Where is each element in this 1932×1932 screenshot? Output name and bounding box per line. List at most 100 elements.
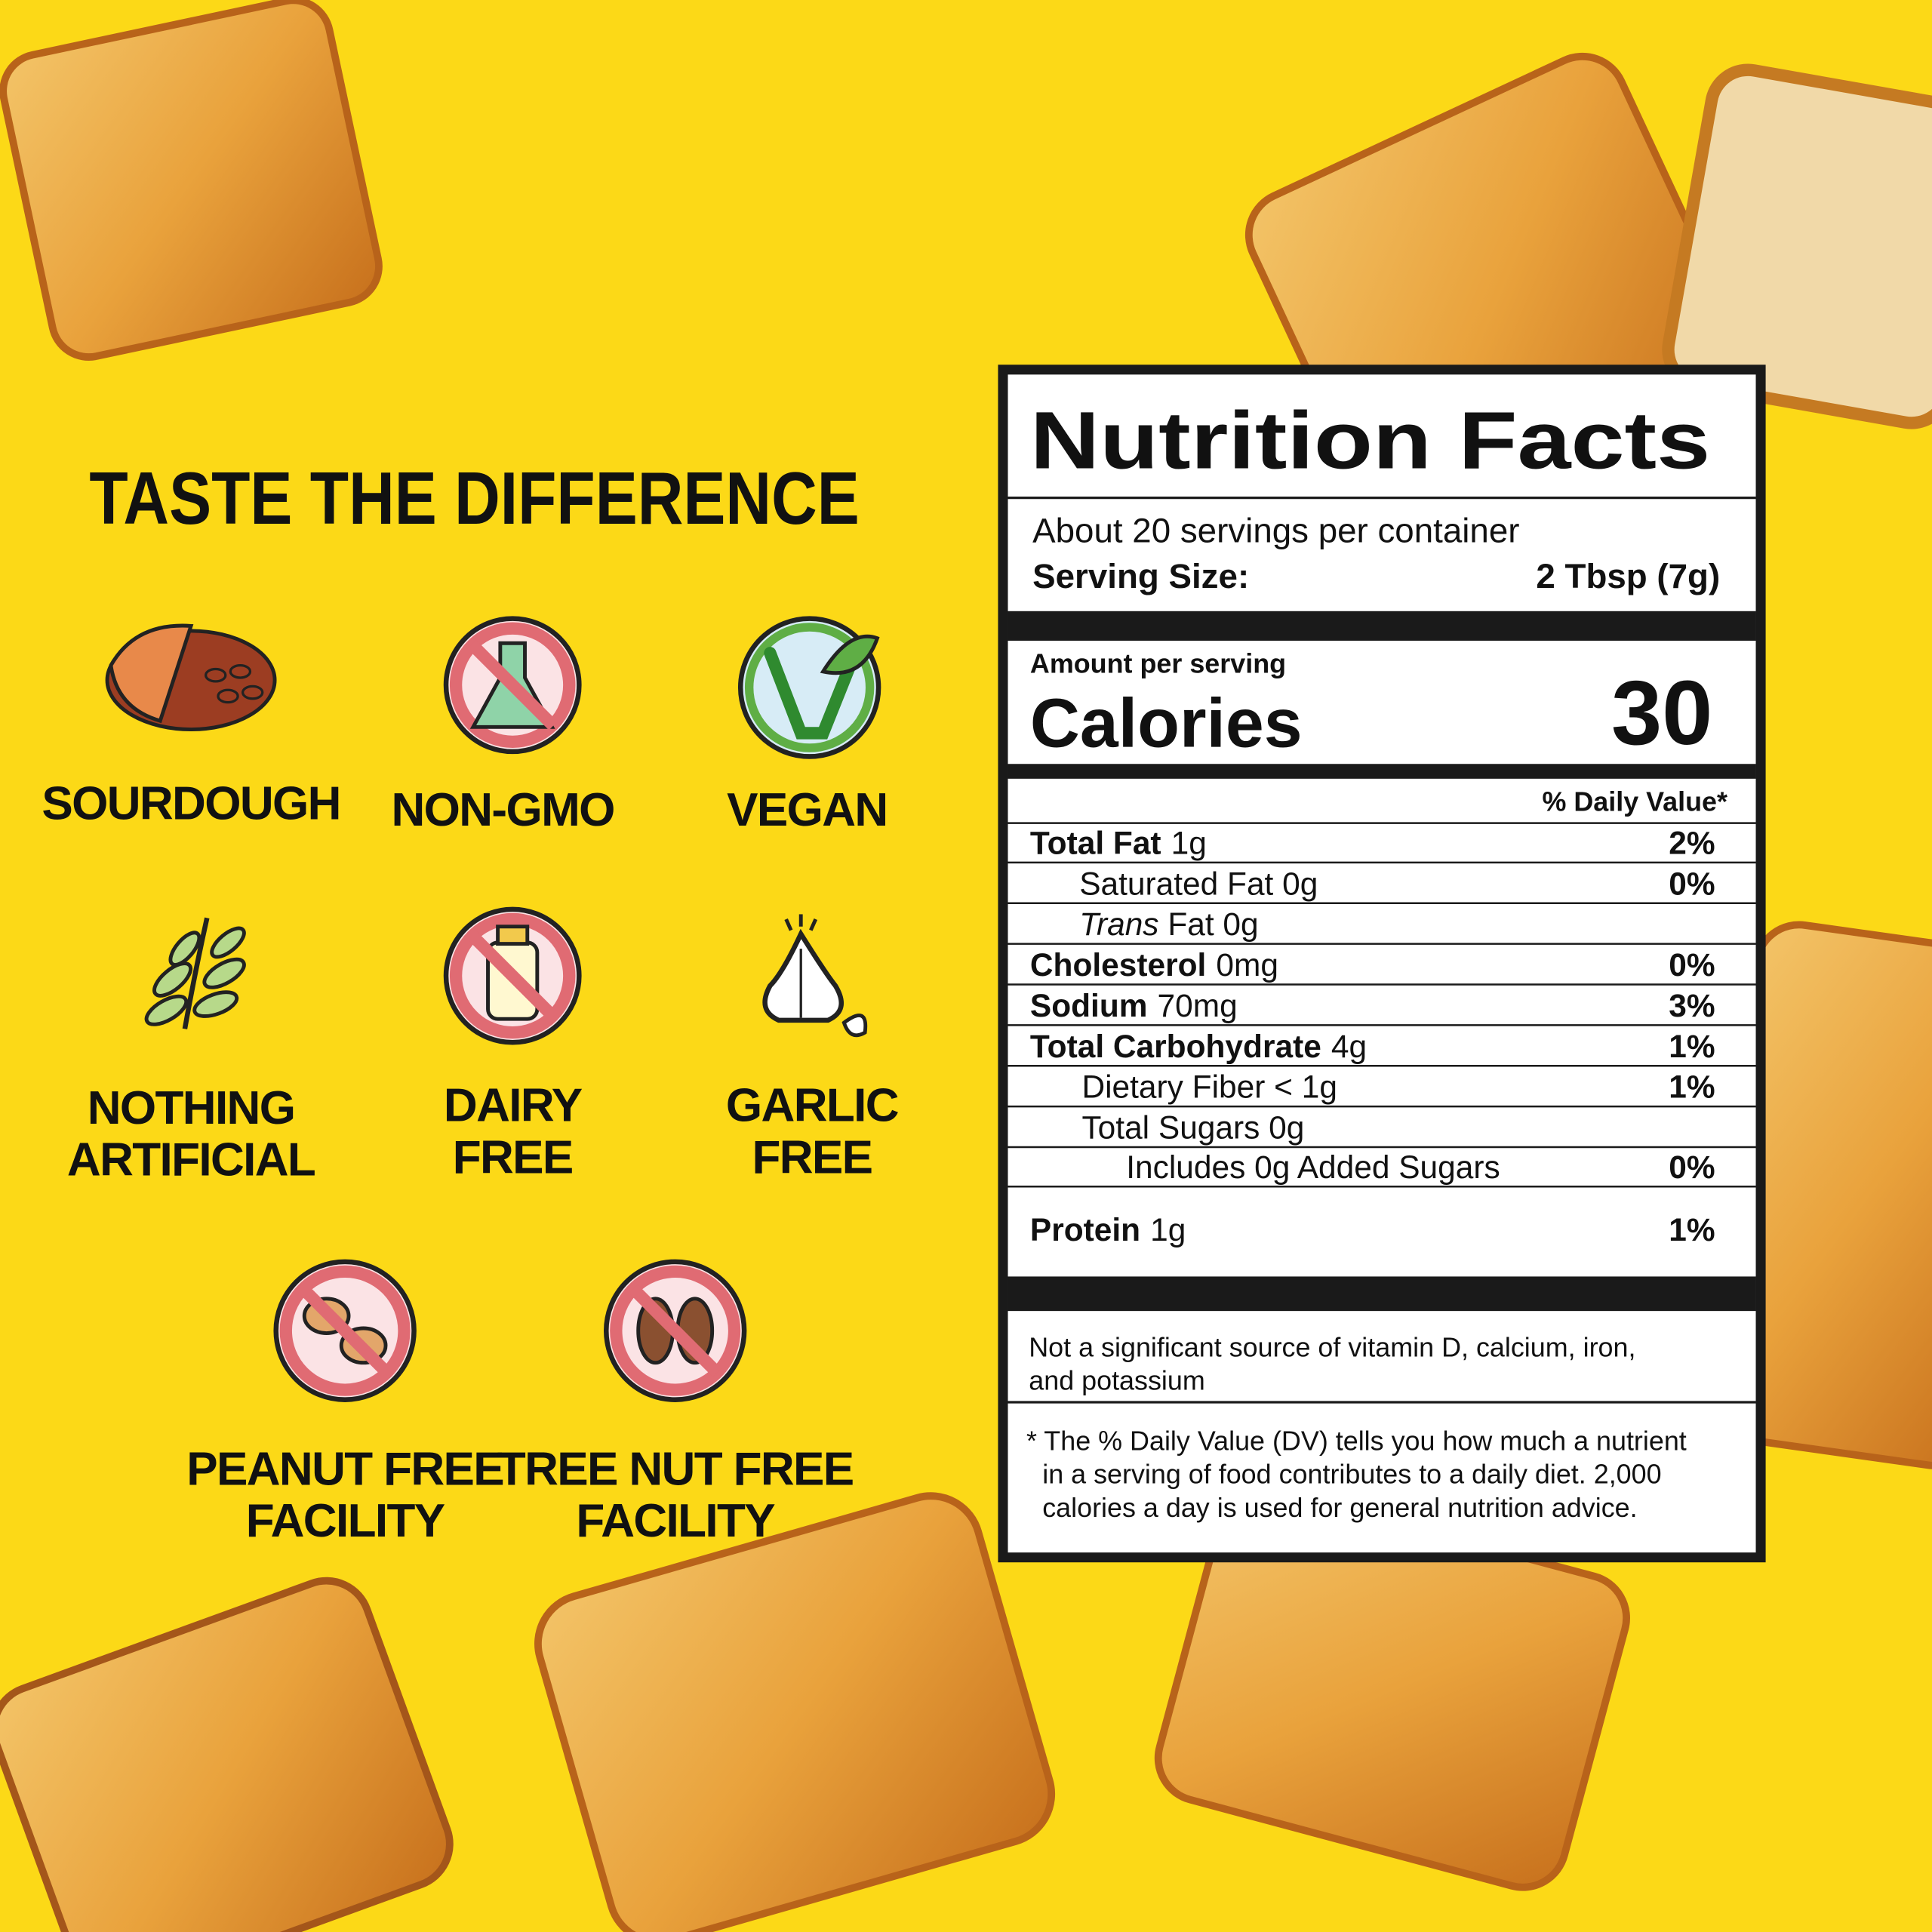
croutons-part bbox=[0, 0, 383, 361]
icon-peanut-free bbox=[273, 1259, 417, 1402]
nutrient-dv: 0% bbox=[1669, 866, 1715, 901]
icon-garlic-free-part bbox=[841, 1014, 868, 1038]
nutrient-amount: 1g bbox=[1150, 1212, 1186, 1247]
notes: Not a significant source of vitamin D, c… bbox=[1026, 1332, 1687, 1523]
calories-value: 30 bbox=[1611, 662, 1712, 764]
footnote-line: in a serving of food contributes to a da… bbox=[1042, 1459, 1661, 1490]
nutrient-dv: 1% bbox=[1669, 1069, 1715, 1105]
icon-vegan-part bbox=[764, 647, 857, 740]
nutrition-panel-part bbox=[998, 365, 1766, 1563]
nutrient-label: Saturated Fat 0g bbox=[1079, 866, 1318, 901]
nutrient-rows: Total Fat 1g 2% Saturated Fat 0g 0% Trans Fat… bbox=[1008, 825, 1756, 1247]
calories-label: Calories bbox=[1030, 685, 1303, 761]
icon-sourdough-part bbox=[109, 623, 194, 724]
nutrient-dv: 0% bbox=[1669, 947, 1715, 983]
nutrient-label-text: Cholesterol bbox=[1030, 947, 1206, 983]
icon-vegan-part bbox=[820, 634, 880, 675]
nutrition-panel-part bbox=[1008, 611, 1756, 641]
nutrient-dv: 3% bbox=[1669, 988, 1715, 1023]
nutrient-label: Protein 1g bbox=[1030, 1212, 1186, 1247]
icon-nothing-artificial-part bbox=[192, 990, 239, 1018]
nutrition-panel-part bbox=[1008, 1276, 1756, 1312]
nutrient-label-text: Total Sugars 0g bbox=[1081, 1110, 1304, 1146]
nutrient-label: Dietary Fiber < 1g bbox=[1081, 1069, 1337, 1105]
icon-tree-nut-free-part bbox=[629, 1284, 721, 1377]
icon-vegan-part bbox=[744, 623, 875, 752]
icon-dairy-free-part bbox=[449, 912, 576, 1039]
dv-header: % Daily Value* bbox=[1542, 786, 1727, 817]
icon-dairy-free bbox=[443, 906, 582, 1045]
nutrient-label-text: Total Fat bbox=[1030, 825, 1161, 860]
icon-sourdough-part bbox=[229, 664, 252, 679]
nutrient-label: Total Fat 1g bbox=[1030, 825, 1207, 860]
feature-label: PEANUT FREE bbox=[186, 1443, 503, 1495]
nutrient-label-text: Dietary Fiber < 1g bbox=[1081, 1069, 1337, 1105]
nutrient-label-text: Sodium bbox=[1030, 988, 1148, 1023]
feature-label: TREE NUT FREE bbox=[497, 1443, 854, 1495]
icon-dairy-free-part bbox=[496, 924, 530, 946]
nutrient-label: Includes 0g Added Sugars bbox=[1126, 1149, 1500, 1185]
nutrient-label: Cholesterol 0mg bbox=[1030, 947, 1278, 983]
servings: About 20 servings per container bbox=[1032, 511, 1519, 549]
icon-nothing-artificial-part bbox=[144, 994, 189, 1026]
icon-non-gmo bbox=[443, 616, 582, 755]
icon-nothing-artificial-part bbox=[210, 926, 246, 959]
feature-label: GARLIC bbox=[726, 1080, 899, 1132]
nutrient-dv: 1% bbox=[1669, 1212, 1715, 1247]
nutrient-amount: 4g bbox=[1331, 1029, 1367, 1064]
icon-tree-nut-free-part bbox=[610, 1265, 741, 1396]
feature-label: NOTHING bbox=[88, 1082, 295, 1134]
feature-label: SOURDOUGH bbox=[42, 778, 340, 830]
nutrient-label-text: Includes 0g Added Sugars bbox=[1126, 1149, 1500, 1185]
icon-nothing-artificial-part bbox=[152, 961, 193, 998]
nutrient-label-text: Fat 0g bbox=[1159, 906, 1259, 942]
nutrient-label-text: Total Carbohydrate bbox=[1030, 1029, 1321, 1064]
icon-nothing-artificial bbox=[144, 917, 246, 1029]
icon-garlic-free bbox=[762, 914, 868, 1038]
nutrient-amount: 70mg bbox=[1158, 988, 1238, 1023]
icon-vegan bbox=[737, 616, 881, 759]
nutrient-amount: 1g bbox=[1171, 825, 1207, 860]
serving-size-label: Serving Size: bbox=[1032, 557, 1249, 595]
feature-label: ARTIFICIAL bbox=[67, 1134, 315, 1186]
footnote-line: calories a day is used for general nutri… bbox=[1042, 1492, 1637, 1523]
icon-tree-nut-free bbox=[604, 1259, 747, 1402]
icon-dairy-free-part bbox=[467, 931, 558, 1021]
croutons-part bbox=[0, 1577, 454, 1932]
icon-sourdough bbox=[105, 623, 277, 731]
nutrient-dv: 1% bbox=[1669, 1029, 1715, 1064]
icon-garlic-free-part bbox=[762, 928, 844, 1023]
nutrient-amount: 0mg bbox=[1216, 947, 1278, 983]
serving-size-value: 2 Tbsp (7g) bbox=[1536, 557, 1720, 595]
icon-garlic-free-part bbox=[784, 918, 793, 931]
feature-label: FACILITY bbox=[576, 1495, 775, 1547]
icon-non-gmo-part bbox=[467, 640, 558, 731]
feature-label: NON-GMO bbox=[391, 784, 614, 836]
icon-garlic-free-part bbox=[809, 918, 818, 931]
amount-per-serving: Amount per serving bbox=[1030, 648, 1286, 678]
icon-sourdough-part bbox=[217, 688, 239, 704]
note-line: Not a significant source of vitamin D, c… bbox=[1029, 1332, 1635, 1363]
nutrient-label: Trans Fat 0g bbox=[1079, 906, 1258, 942]
icon-peanut-free-part bbox=[279, 1265, 411, 1396]
footnote-line: * The % Daily Value (DV) tells you how m… bbox=[1026, 1426, 1687, 1457]
icon-nothing-artificial-part bbox=[168, 931, 202, 967]
icon-nothing-artificial-part bbox=[202, 957, 246, 989]
feature-label: DAIRY bbox=[444, 1080, 583, 1132]
nutrition-title: Nutrition Facts bbox=[1030, 394, 1710, 485]
icon-peanut-free-part bbox=[298, 1284, 392, 1377]
note-line: and potassium bbox=[1029, 1365, 1205, 1396]
icon-nothing-artificial-part bbox=[182, 917, 210, 1029]
nutrient-dv: 0% bbox=[1669, 1149, 1715, 1185]
icon-sourdough-part bbox=[205, 667, 227, 683]
croutons-part bbox=[534, 1492, 1056, 1932]
feature-label: FREE bbox=[752, 1131, 872, 1183]
nutrient-label-text: Saturated Fat 0g bbox=[1079, 866, 1318, 901]
nutrition-panel: Nutrition Facts About 20 servings per co… bbox=[998, 365, 1766, 1563]
nutrient-label: Total Sugars 0g bbox=[1081, 1110, 1304, 1146]
icon-sourdough-part bbox=[242, 685, 264, 700]
feature-label: FREE bbox=[453, 1131, 573, 1183]
